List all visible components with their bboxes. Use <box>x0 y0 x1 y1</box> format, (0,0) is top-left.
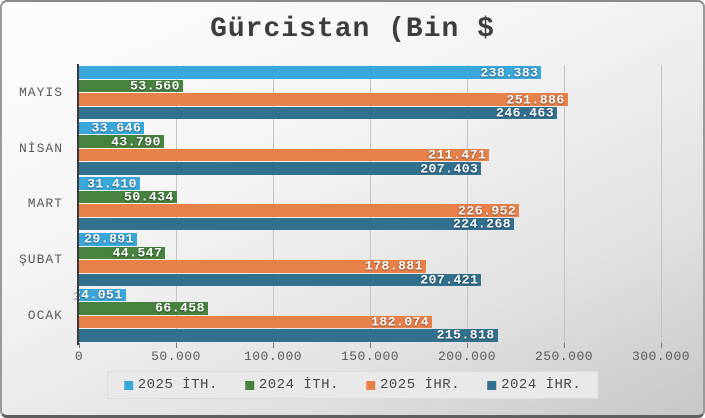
legend-label: 2024 İHR. <box>501 377 582 393</box>
chart-title: Gürcistan (Bin $ <box>210 14 495 45</box>
bar-rows: 238.383 53.560 251.886 246.463 33.646 43.790 2… <box>73 65 692 343</box>
legend-marker-icon <box>366 380 375 390</box>
bar: 66.458 <box>79 300 208 316</box>
x-tick-label: 250.000 <box>534 349 594 364</box>
gridline <box>176 65 177 343</box>
x-tick-mark <box>370 343 371 348</box>
x-tick-mark <box>661 343 662 348</box>
bar-value-label: 178.881 <box>364 258 424 274</box>
legend-label: 2025 İTH. <box>137 377 218 393</box>
legend-marker-icon <box>123 380 133 390</box>
x-tick-mark <box>467 343 468 348</box>
y-axis-line <box>77 64 79 345</box>
bar: 215.818 <box>79 327 498 343</box>
legend-item: 2025 İTH. <box>123 377 218 393</box>
bar: 211.471 <box>79 147 490 163</box>
bar: 24.051 <box>73 287 126 302</box>
x-tick-mark <box>564 343 565 348</box>
bar-value-label: 53.560 <box>130 78 180 94</box>
bar: 207.403 <box>79 161 482 177</box>
gridline <box>564 65 565 343</box>
bar: 50.434 <box>79 189 177 205</box>
gridline <box>467 65 468 343</box>
bar-group: 24.051 66.458 182.074 215.818 <box>73 287 692 343</box>
category-label: MART <box>27 196 63 212</box>
bar-value-label: 226.952 <box>458 203 517 219</box>
legend-label: 2024 İTH. <box>258 377 339 393</box>
bar-value-label: 29.891 <box>84 231 134 247</box>
bar-value-label: 211.471 <box>428 147 487 163</box>
bar-value-label: 33.646 <box>91 120 142 136</box>
bar-group: 33.646 43.790 211.471 207.403 <box>79 121 692 177</box>
bar: 251.886 <box>79 92 568 108</box>
category-label: NİSAN <box>18 140 63 156</box>
bar: 207.421 <box>79 272 482 288</box>
bar: 178.881 <box>79 258 427 274</box>
bar: 238.383 <box>79 65 542 81</box>
legend-item: 2025 İHR. <box>366 377 460 393</box>
x-tick-mark <box>79 343 80 348</box>
bar-group: 29.891 44.547 178.881 207.421 <box>79 232 692 288</box>
bar: 246.463 <box>79 105 558 121</box>
bar-value-label: 24.051 <box>72 287 123 303</box>
gridline <box>661 65 662 343</box>
legend: 2025 İTH. 2024 İTH. 2025 İHR. 2024 İHR. <box>106 371 599 399</box>
bar: 29.891 <box>79 231 137 247</box>
bar-value-label: 50.434 <box>124 189 174 205</box>
bar-value-label: 224.268 <box>452 216 512 232</box>
bar: 33.646 <box>79 120 145 136</box>
gridline <box>370 65 371 343</box>
bar-value-label: 207.421 <box>420 272 479 288</box>
gridline <box>273 65 274 343</box>
bar-value-label: 215.818 <box>436 327 495 343</box>
x-tick-label: 0 <box>74 349 84 364</box>
bar: 182.074 <box>79 314 433 330</box>
bar-value-label: 31.410 <box>87 176 137 192</box>
category-label: ŞUBAT <box>18 252 63 268</box>
legend-item: 2024 İHR. <box>487 377 581 393</box>
bar: 43.790 <box>79 134 164 150</box>
x-tick-label: 100.000 <box>243 349 303 364</box>
bar: 224.268 <box>79 216 515 232</box>
bar-value-label: 182.074 <box>371 314 430 330</box>
bar-value-label: 44.547 <box>112 245 163 261</box>
x-tick-label: 300.000 <box>631 349 691 364</box>
legend-label: 2025 İHR. <box>380 377 461 393</box>
bar-value-label: 43.790 <box>111 134 161 150</box>
bar-value-label: 251.886 <box>506 92 565 108</box>
x-tick-mark <box>273 343 274 348</box>
bar: 44.547 <box>79 245 166 261</box>
x-tick-label: 200.000 <box>437 349 497 364</box>
x-tick-mark <box>176 343 177 348</box>
category-label: MAYIS <box>18 85 63 101</box>
bar-value-label: 246.463 <box>496 105 555 121</box>
plot-area: 238.383 53.560 251.886 246.463 33.646 43.790 2… <box>73 65 692 343</box>
bar: 226.952 <box>79 203 520 219</box>
x-tick-label: 50.000 <box>151 349 201 364</box>
bar-value-label: 207.403 <box>420 161 479 177</box>
bar-group: 31.410 50.434 226.952 224.268 <box>79 176 692 232</box>
x-tick-label: 150.000 <box>340 349 400 364</box>
bar: 53.560 <box>79 78 183 94</box>
category-axis-labels: MAYIS NİSAN MART ŞUBAT OCAK <box>2 65 70 343</box>
bar-value-label: 238.383 <box>480 65 539 81</box>
bar-group: 238.383 53.560 251.886 246.463 <box>79 65 692 121</box>
bar-value-label: 66.458 <box>155 300 205 316</box>
legend-marker-icon <box>487 380 497 390</box>
category-label: OCAK <box>27 307 63 323</box>
bar: 31.410 <box>79 176 140 192</box>
legend-item: 2024 İTH. <box>244 377 339 393</box>
legend-marker-icon <box>244 380 254 390</box>
